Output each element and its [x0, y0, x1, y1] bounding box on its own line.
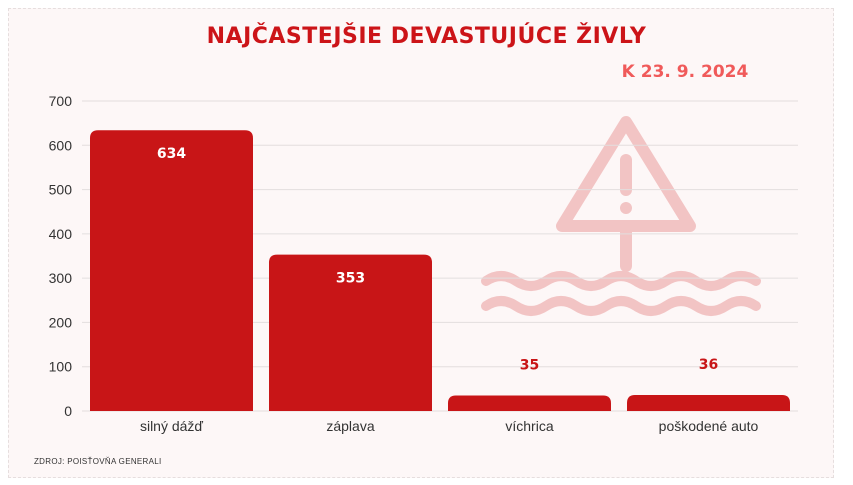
bar — [448, 395, 611, 411]
warning-flood-icon — [481, 116, 761, 316]
category-label: záplava — [326, 418, 374, 434]
chart-title: NAJČASTEJŠIE DEVASTUJÚCE ŽIVLY — [206, 24, 647, 49]
value-label: 353 — [336, 271, 365, 287]
source-note: ZDROJ: POISŤOVŇA GENERALI — [34, 457, 162, 466]
bar — [269, 254, 432, 411]
y-tick-label: 600 — [49, 137, 73, 153]
y-tick-label: 400 — [49, 226, 73, 242]
value-label: 36 — [699, 357, 718, 373]
bar — [90, 130, 253, 411]
category-label: silný dážď — [140, 418, 203, 434]
chart-subtitle: K 23. 9. 2024 — [621, 62, 749, 82]
value-label: 634 — [157, 146, 186, 162]
bar — [627, 395, 790, 411]
y-tick-label: 300 — [49, 270, 73, 286]
value-label: 35 — [520, 358, 539, 374]
y-tick-label: 200 — [49, 314, 73, 330]
y-tick-label: 0 — [64, 403, 72, 419]
y-tick-label: 500 — [49, 182, 73, 198]
y-tick-label: 700 — [49, 93, 73, 109]
category-label: poškodené auto — [659, 418, 759, 434]
category-label: víchrica — [505, 418, 553, 434]
y-tick-label: 100 — [49, 359, 73, 375]
